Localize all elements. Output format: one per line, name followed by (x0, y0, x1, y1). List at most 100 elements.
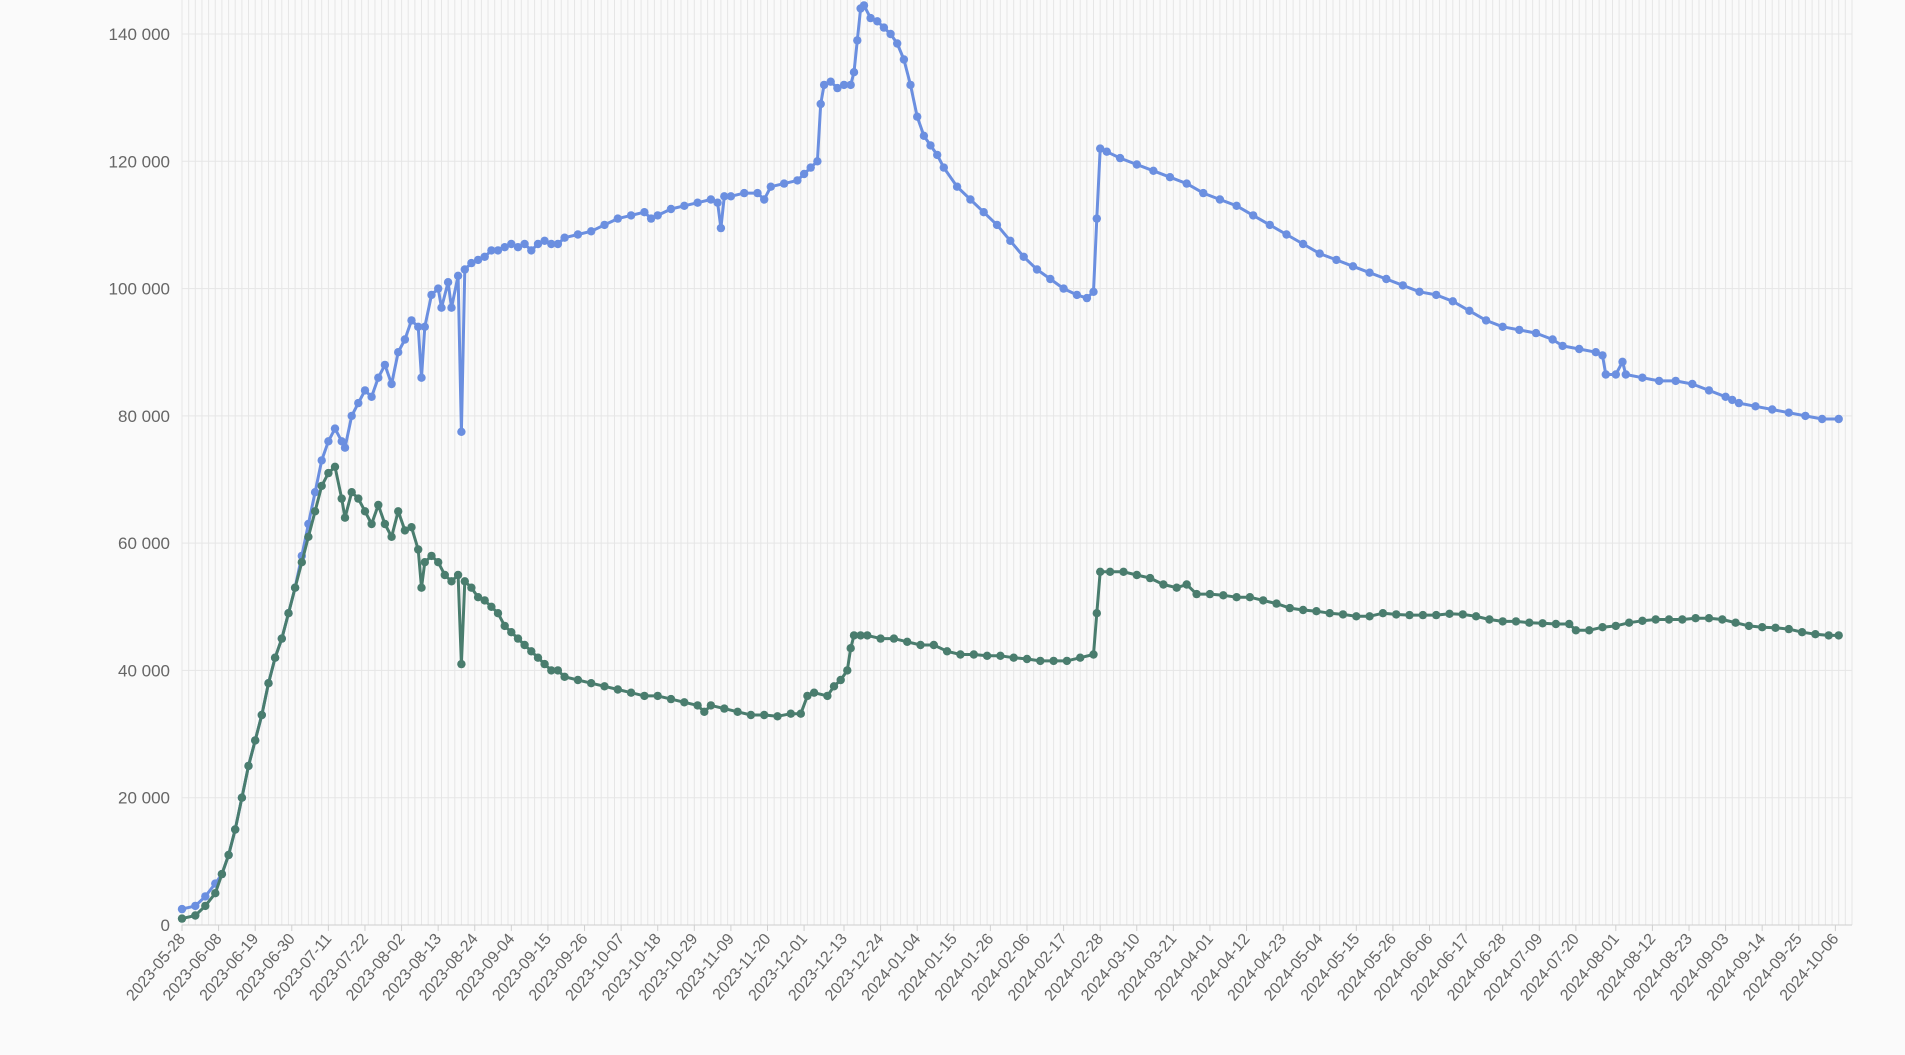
data-point (394, 348, 403, 357)
data-point (1165, 173, 1175, 182)
data-point (873, 17, 882, 26)
y-tick-label: 140 000 (109, 25, 170, 44)
data-point (753, 188, 762, 198)
data-point (1232, 593, 1241, 602)
data-point (1115, 153, 1125, 163)
data-point (1688, 379, 1697, 389)
data-point (916, 640, 925, 650)
data-point (1272, 599, 1281, 608)
data-point (1704, 386, 1714, 395)
data-point (217, 869, 227, 879)
data-point (1199, 188, 1208, 198)
data-point (520, 640, 529, 650)
data-point (1611, 621, 1621, 631)
data-point (1132, 570, 1142, 580)
data-point (1298, 605, 1308, 615)
data-point (414, 322, 423, 331)
data-point (224, 850, 233, 860)
data-point (1551, 619, 1561, 629)
y-tick-label: 40 000 (118, 661, 170, 680)
data-point (856, 631, 865, 640)
data-point (1498, 322, 1507, 331)
data-point (1019, 252, 1028, 261)
data-point (354, 494, 363, 503)
data-point (1265, 220, 1275, 230)
data-point (1172, 583, 1181, 592)
data-point (560, 672, 569, 681)
data-point (457, 659, 466, 669)
data-point (231, 825, 240, 834)
data-point (1481, 316, 1491, 325)
data-point (939, 163, 948, 172)
data-point (270, 653, 280, 662)
data-point (720, 704, 729, 713)
data-point (1691, 614, 1700, 623)
y-tick-label: 0 (161, 916, 170, 935)
data-point (1312, 607, 1321, 616)
data-point (540, 659, 549, 669)
data-point (387, 379, 396, 389)
data-point (1758, 623, 1767, 632)
data-point (816, 99, 825, 109)
data-point (933, 150, 942, 160)
data-point (317, 481, 326, 491)
data-point (493, 246, 503, 255)
data-point (1511, 617, 1521, 626)
data-point (360, 507, 370, 516)
data-point (969, 650, 978, 659)
data-point (1096, 144, 1105, 153)
data-point (1132, 160, 1142, 169)
data-point (653, 211, 662, 220)
data-point (340, 443, 350, 452)
data-point (317, 456, 326, 465)
data-point (414, 545, 423, 554)
data-point (929, 640, 938, 650)
data-point (1704, 614, 1714, 623)
data-point (1671, 376, 1680, 386)
data-point (1621, 370, 1631, 379)
data-point (713, 198, 722, 207)
data-point (706, 195, 716, 204)
data-point (733, 707, 742, 716)
data-point (1352, 612, 1361, 621)
data-point (846, 644, 855, 653)
data-point (1022, 654, 1032, 664)
data-point (1654, 376, 1664, 386)
series-group (177, 1, 1843, 923)
data-point (1538, 619, 1547, 628)
data-point (1731, 618, 1740, 627)
data-point (380, 360, 390, 370)
data-point (453, 570, 463, 580)
data-point (803, 691, 812, 701)
data-point (367, 392, 376, 401)
data-point (720, 192, 729, 201)
data-point (257, 710, 266, 720)
data-point (1784, 624, 1794, 634)
data-point (906, 80, 915, 90)
data-point (849, 631, 859, 640)
data-point (866, 13, 875, 23)
data-point (467, 258, 476, 268)
data-point (487, 246, 496, 255)
data-point (1259, 596, 1268, 605)
data-point (440, 570, 449, 580)
data-point (613, 685, 622, 694)
data-point (473, 255, 483, 265)
data-point (324, 468, 333, 478)
data-point (380, 519, 390, 529)
data-point (304, 532, 313, 541)
data-point (1734, 398, 1744, 408)
data-point (447, 577, 456, 586)
data-point (420, 322, 429, 331)
data-point (1338, 610, 1348, 619)
data-point (1105, 567, 1115, 576)
data-point (746, 710, 756, 720)
data-point (666, 204, 676, 214)
data-point (1624, 618, 1634, 627)
data-point (347, 488, 356, 497)
data-point (1531, 328, 1541, 338)
data-point (284, 609, 293, 618)
data-point (367, 519, 376, 529)
data-point (839, 80, 849, 90)
